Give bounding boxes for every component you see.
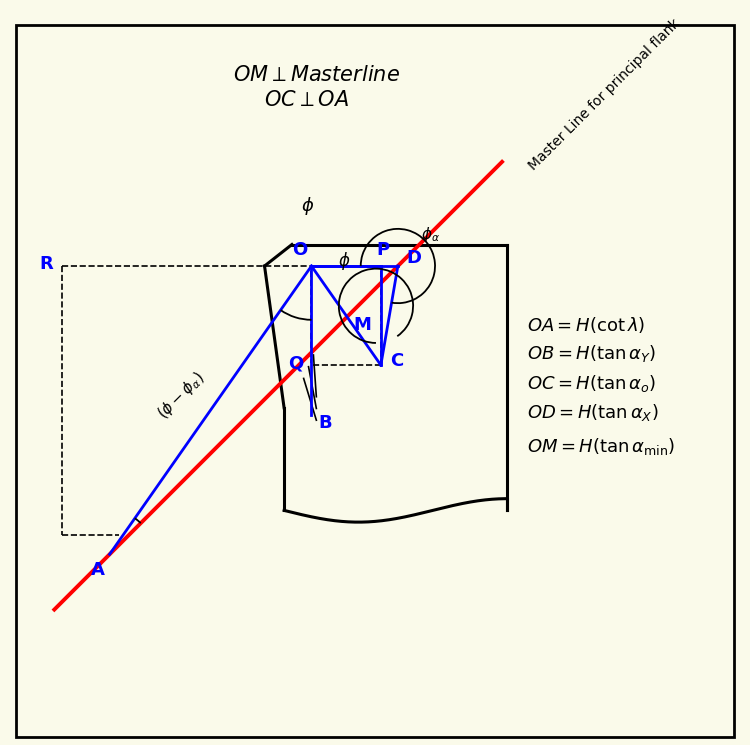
Text: P: P [376,241,389,259]
Text: $OD = H(\tan\alpha_X)$: $OD = H(\tan\alpha_X)$ [526,402,658,423]
Text: C: C [390,352,403,370]
Text: R: R [40,255,53,273]
Text: $OB = H(\tan\alpha_Y)$: $OB = H(\tan\alpha_Y)$ [526,343,656,364]
Text: $OC \perp OA$: $OC \perp OA$ [264,90,349,110]
Text: Q: Q [288,354,304,372]
Text: $OM \perp \mathit{Masterline}$: $OM \perp \mathit{Masterline}$ [232,66,400,86]
Text: O: O [292,241,308,259]
Text: $OM = H(\tan\alpha_{\mathrm{min}})$: $OM = H(\tan\alpha_{\mathrm{min}})$ [526,437,675,457]
Text: M: M [354,316,372,334]
Text: Master Line for principal flank: Master Line for principal flank [526,16,683,174]
Text: $\phi$: $\phi$ [338,250,350,272]
Text: $OC = H(\tan\alpha_o)$: $OC = H(\tan\alpha_o)$ [526,372,656,394]
Text: $OA = H(\cot \lambda)$: $OA = H(\cot \lambda)$ [526,314,645,335]
Text: B: B [318,414,332,432]
Text: $(\phi-\phi_\alpha)$: $(\phi-\phi_\alpha)$ [154,368,209,423]
Text: $\phi$: $\phi$ [301,194,314,217]
Text: $\phi_\alpha$: $\phi_\alpha$ [421,225,440,244]
Text: D: D [406,249,421,267]
Text: A: A [91,561,105,579]
